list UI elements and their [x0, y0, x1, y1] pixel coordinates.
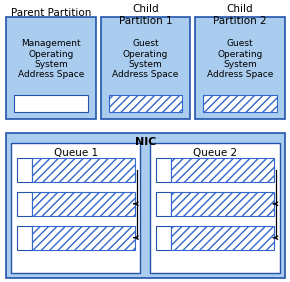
- Bar: [14, 95, 88, 112]
- Bar: [6, 133, 285, 277]
- Bar: [156, 192, 171, 216]
- Text: Child
Partition 2: Child Partition 2: [213, 5, 267, 26]
- Bar: [156, 158, 171, 182]
- Bar: [171, 158, 274, 182]
- Text: Management
Operating
System
Address Space: Management Operating System Address Spac…: [18, 39, 84, 79]
- Bar: [32, 158, 135, 182]
- Bar: [17, 226, 32, 250]
- Bar: [11, 143, 140, 273]
- Text: Guest
Operating
System
Address Space: Guest Operating System Address Space: [207, 39, 273, 79]
- Text: Parent Partition: Parent Partition: [11, 8, 91, 18]
- Text: Queue 1: Queue 1: [54, 148, 98, 158]
- Bar: [151, 143, 280, 273]
- Bar: [108, 95, 182, 112]
- Text: Queue 2: Queue 2: [193, 148, 237, 158]
- Text: Guest
Operating
System
Address Space: Guest Operating System Address Space: [112, 39, 179, 79]
- Bar: [171, 226, 274, 250]
- Bar: [203, 95, 277, 112]
- Bar: [17, 158, 32, 182]
- Bar: [171, 192, 274, 216]
- Bar: [32, 192, 135, 216]
- Bar: [156, 226, 171, 250]
- Bar: [101, 17, 190, 119]
- Bar: [195, 17, 285, 119]
- Bar: [32, 226, 135, 250]
- Bar: [17, 192, 32, 216]
- Text: NIC: NIC: [135, 137, 156, 147]
- Bar: [6, 17, 96, 119]
- Text: Child
Partition 1: Child Partition 1: [119, 5, 172, 26]
